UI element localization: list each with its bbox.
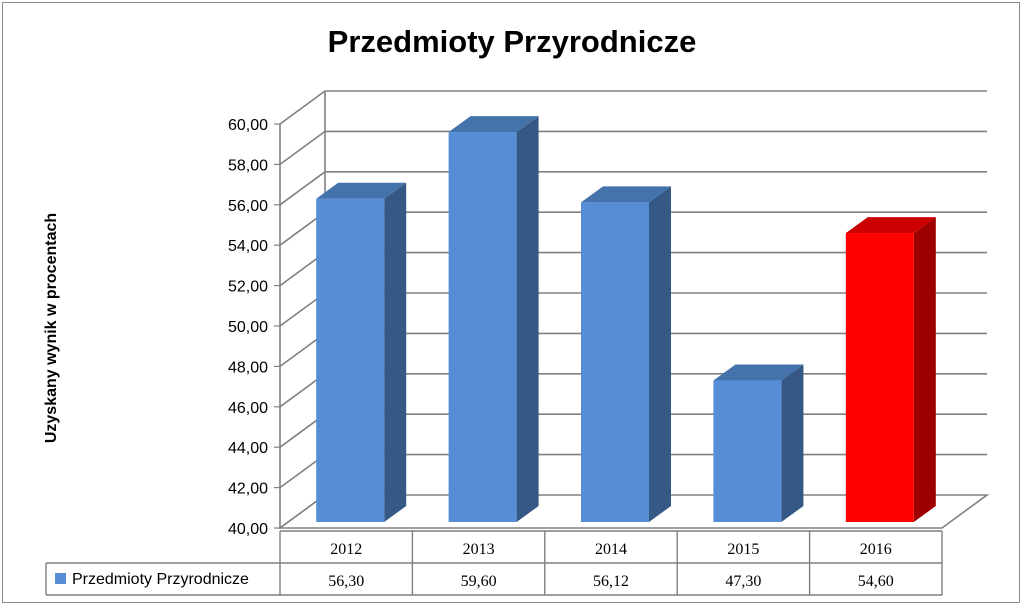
x-tick-label: 2014 bbox=[595, 541, 627, 558]
y-tick-label: 54,00 bbox=[228, 238, 268, 255]
y-tick-label: 46,00 bbox=[228, 400, 268, 417]
bar-top bbox=[581, 186, 671, 203]
data-table: 2012 56,30 2013 59,60 2014 56,12 2015 47,30 2016… bbox=[45, 530, 943, 596]
bar-front bbox=[713, 380, 782, 522]
bar-top bbox=[316, 182, 407, 199]
y-tick-label: 48,00 bbox=[228, 359, 268, 376]
bar-top bbox=[448, 116, 539, 133]
x-tick-label: 2016 bbox=[860, 541, 892, 558]
y-tick-label: 52,00 bbox=[228, 279, 268, 296]
y-tick-label: 60,00 bbox=[228, 117, 268, 134]
x-tick-label: 2012 bbox=[330, 541, 362, 558]
bar-side bbox=[913, 217, 936, 522]
x-tick-label: 2015 bbox=[727, 541, 759, 558]
bar-2012 bbox=[316, 182, 407, 523]
y-tick-label: 56,00 bbox=[228, 198, 268, 215]
bar-side bbox=[649, 186, 671, 522]
bar-2014 bbox=[581, 186, 671, 522]
y-axis-label: Uzyskany wynik w procentach bbox=[43, 213, 60, 443]
x-tick-label: 2013 bbox=[463, 541, 495, 558]
data-value-label: 59,60 bbox=[461, 573, 497, 590]
bars bbox=[316, 116, 936, 523]
data-value-label: 47,30 bbox=[725, 573, 761, 590]
bar-top bbox=[845, 217, 936, 234]
bar-2015 bbox=[713, 364, 804, 522]
bar-front bbox=[581, 202, 649, 522]
bar-side bbox=[384, 182, 407, 523]
gridline-side bbox=[279, 130, 326, 166]
y-tick-label: 44,00 bbox=[228, 440, 268, 457]
gridline-side bbox=[279, 90, 326, 125]
bar-top bbox=[713, 364, 804, 381]
bar-side bbox=[516, 116, 539, 522]
bar-2013 bbox=[448, 116, 539, 522]
bar-front bbox=[316, 198, 385, 523]
bar-front bbox=[845, 233, 914, 522]
y-tick-label: 42,00 bbox=[228, 481, 268, 498]
y-tick-label: 40,00 bbox=[228, 521, 268, 538]
legend-swatch bbox=[55, 573, 66, 584]
chart-title: Przedmioty Przyrodnicze bbox=[328, 24, 697, 59]
bar-2016 bbox=[845, 217, 936, 522]
data-value-label: 56,30 bbox=[328, 573, 364, 590]
data-value-label: 56,12 bbox=[593, 573, 629, 590]
y-tick-label: 58,00 bbox=[228, 157, 268, 174]
legend-label: Przedmioty Przyrodnicze bbox=[72, 571, 249, 588]
bar-front bbox=[448, 132, 517, 522]
y-tick-label: 50,00 bbox=[228, 319, 268, 336]
bar-side bbox=[781, 364, 804, 522]
gridline-side bbox=[279, 171, 326, 206]
data-value-label: 54,60 bbox=[858, 573, 894, 590]
